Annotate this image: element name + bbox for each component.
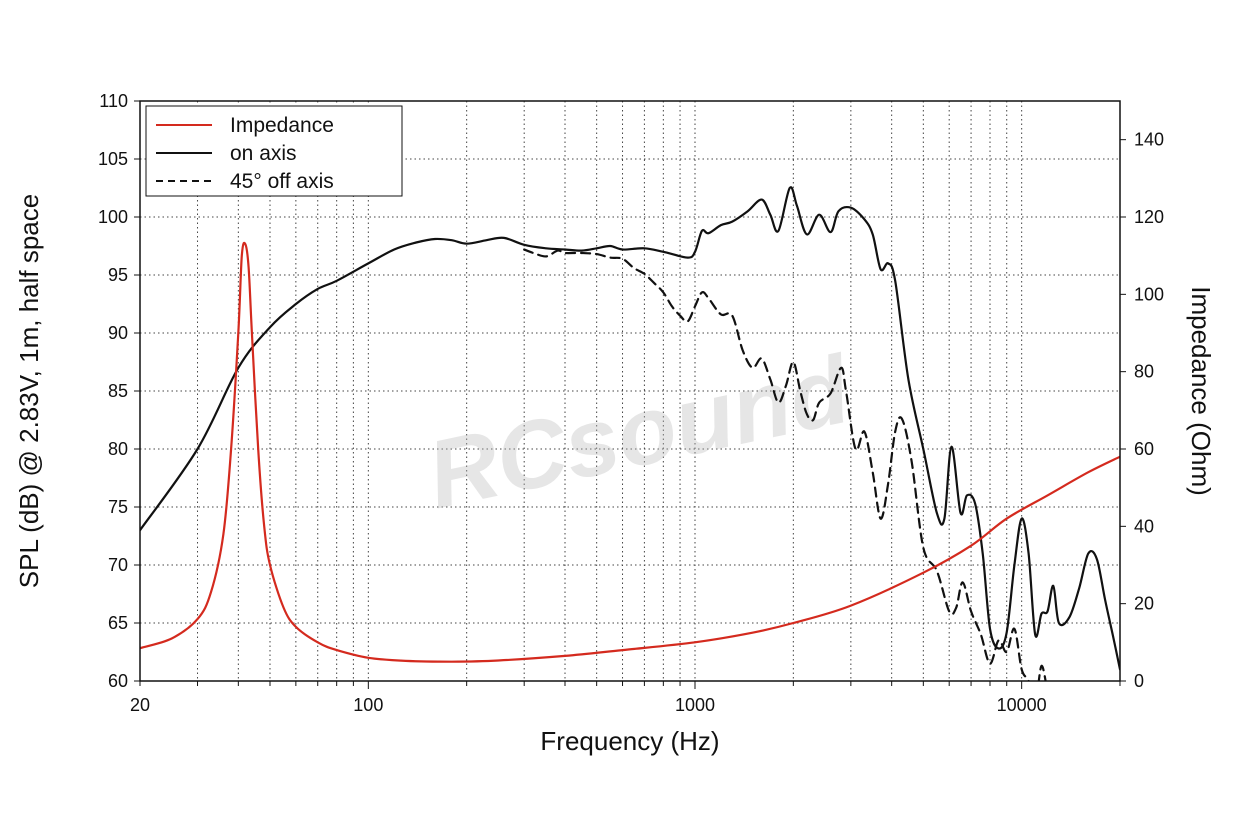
ticks xyxy=(134,100,1126,689)
y-right-tick-label: 120 xyxy=(1134,207,1164,227)
impedance-curve xyxy=(140,241,1120,663)
x-axis-label: Frequency (Hz) xyxy=(540,726,719,756)
y-left-tick-label: 90 xyxy=(108,323,128,343)
y-left-tick-label: 100 xyxy=(98,207,128,227)
x-tick-label: 10000 xyxy=(997,695,1047,715)
series-layer xyxy=(140,186,1120,681)
y-left-tick-label: 95 xyxy=(108,265,128,285)
y-left-tick-label: 85 xyxy=(108,381,128,401)
tick-labels: 20 100 1000 10000 60 65 70 75 80 85 90 95 100 105 110 0… xyxy=(98,91,1164,715)
y-right-tick-label: 60 xyxy=(1134,439,1154,459)
y-right-tick-label: 0 xyxy=(1134,671,1144,691)
legend-label-off-axis: 45° off axis xyxy=(230,170,334,193)
legend-label-on-axis: on axis xyxy=(230,142,297,165)
y-left-tick-label: 65 xyxy=(108,613,128,633)
y-right-tick-label: 20 xyxy=(1134,594,1154,614)
off-axis-curve xyxy=(523,248,1047,681)
y-axis-right-label: Impedance (Ohm) xyxy=(1186,286,1216,496)
y-left-tick-label: 60 xyxy=(108,671,128,691)
x-tick-label: 20 xyxy=(130,695,150,715)
x-tick-label: 1000 xyxy=(675,695,715,715)
y-right-tick-label: 100 xyxy=(1134,284,1164,304)
legend-box xyxy=(145,105,403,197)
y-left-tick-label: 70 xyxy=(108,555,128,575)
y-left-tick-label: 80 xyxy=(108,439,128,459)
on-axis-curve xyxy=(140,186,1120,671)
x-tick-label: 100 xyxy=(353,695,383,715)
y-right-tick-label: 40 xyxy=(1134,516,1154,536)
y-left-tick-label: 110 xyxy=(99,91,128,111)
y-left-tick-label: 75 xyxy=(108,497,128,517)
y-left-tick-label: 105 xyxy=(98,149,128,169)
y-axis-left-label: SPL (dB) @ 2.83V, 1m, half space xyxy=(14,194,44,588)
legend-label-impedance: Impedance xyxy=(230,114,334,137)
y-right-tick-label: 80 xyxy=(1134,362,1154,382)
legend: Impedance on axis 45° off axis xyxy=(145,105,403,197)
y-right-tick-label: 140 xyxy=(1134,130,1164,150)
